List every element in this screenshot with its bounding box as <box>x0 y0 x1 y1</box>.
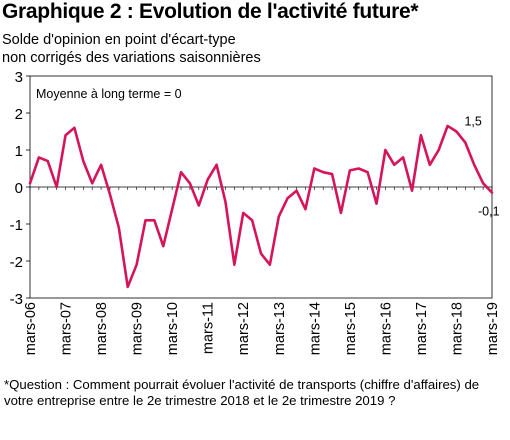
data-label: 1,5 <box>464 115 481 129</box>
y-tick-label: -3 <box>10 291 23 308</box>
y-tick-label: 2 <box>15 106 23 123</box>
x-tick-label: mars-12 <box>236 302 252 355</box>
x-tick-label: mars-14 <box>307 302 323 355</box>
chart-subtitle-line1: Solde d'opinion en point d'écart-type <box>2 32 236 48</box>
chart-title: Graphique 2 : Evolution de l'activité fu… <box>2 0 419 23</box>
x-tick-label: mars-19 <box>485 302 501 355</box>
x-tick-label: mars-11 <box>201 302 217 354</box>
y-tick-label: -1 <box>10 217 23 234</box>
x-tick-label: mars-09 <box>130 302 146 355</box>
x-tick-label: mars-06 <box>23 302 39 355</box>
y-tick-label: 1 <box>15 143 23 160</box>
x-tick-label: mars-15 <box>343 302 359 355</box>
long-term-mean-annotation: Moyenne à long terme = 0 <box>36 87 182 101</box>
x-tick-label: mars-08 <box>94 302 110 355</box>
y-tick-label: 3 <box>15 69 23 86</box>
series-line <box>28 124 494 289</box>
x-tick-label: mars-10 <box>165 302 181 355</box>
y-tick-label: -2 <box>10 254 23 271</box>
chart-footnote: *Question : Comment pourrait évoluer l'a… <box>4 377 480 408</box>
chart-data-labels: 1,5 -0,1 <box>464 115 499 219</box>
data-label: -0,1 <box>478 205 500 219</box>
x-tick-label: mars-17 <box>414 302 430 355</box>
x-tick-label: mars-13 <box>272 302 288 355</box>
chart-subtitle-line2: non corrigés des variations saisonnières <box>2 50 261 66</box>
x-tick-label: mars-16 <box>378 302 394 355</box>
x-tick-label: mars-07 <box>59 302 75 355</box>
x-tick-label: mars-18 <box>449 302 465 355</box>
y-tick-label: 0 <box>15 180 23 197</box>
chart-series <box>28 124 494 289</box>
